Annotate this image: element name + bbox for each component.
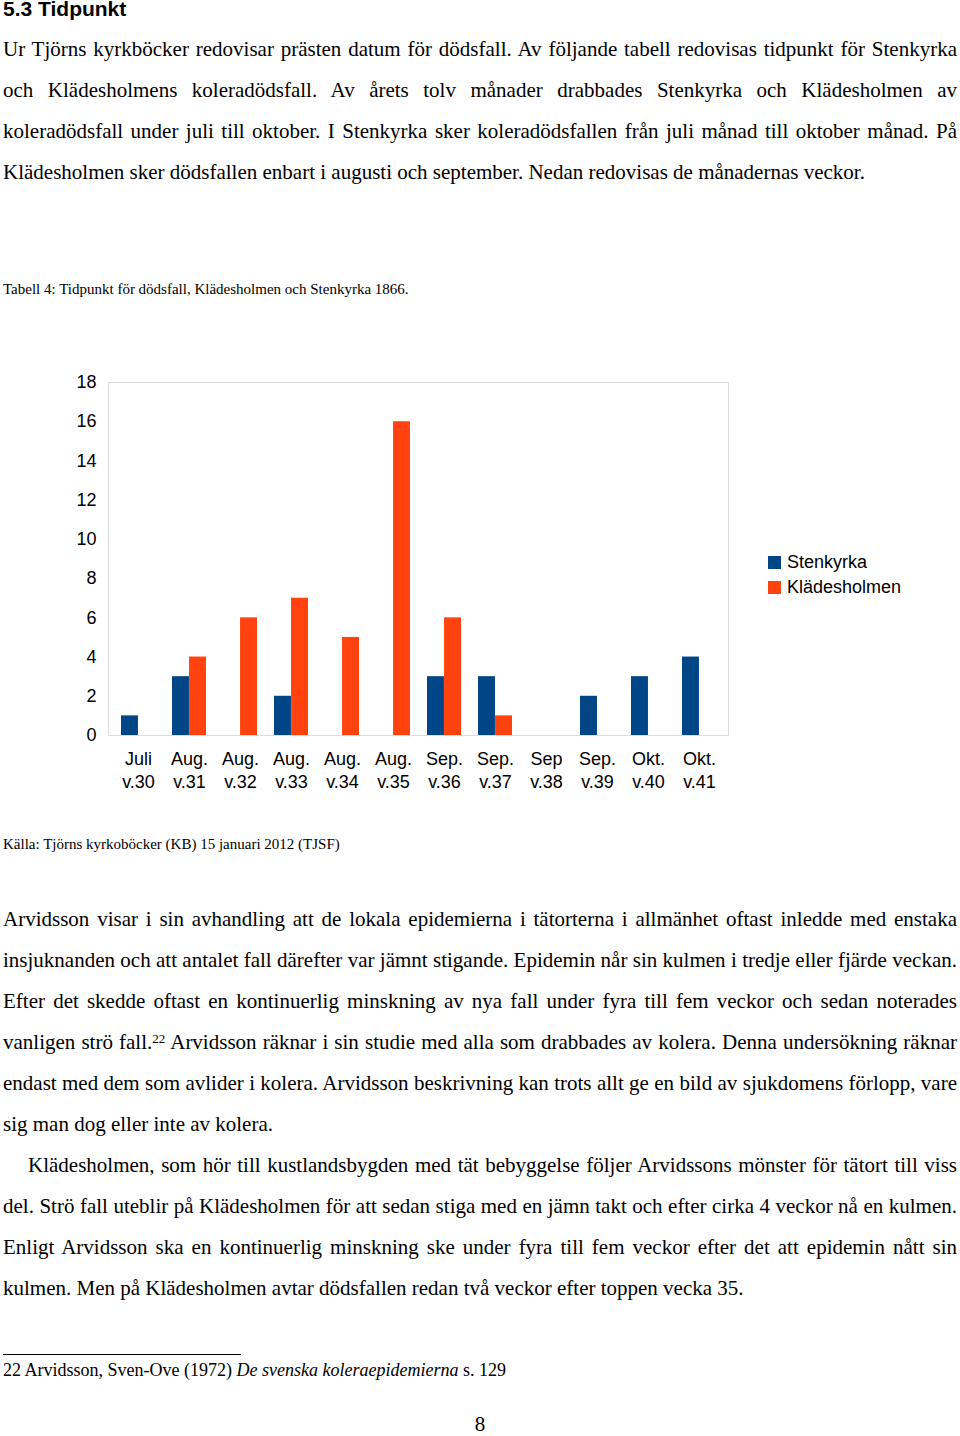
svg-text:Aug.v.31: Aug.v.31 [171, 749, 208, 792]
svg-text:8: 8 [86, 568, 96, 588]
svg-text:Sep.v.36: Sep.v.36 [426, 749, 463, 792]
html-text:Stenkyrka: Stenkyrka [787, 552, 867, 572]
svg-text:Aug.v.35: Aug.v.35 [375, 749, 412, 792]
svg-text:6: 6 [86, 608, 96, 628]
html-text:Klädesholmen: Klädesholmen [787, 577, 902, 597]
html-text:Arvidsson visar i sin avhandli: Arvidsson visar i sin avhandling att de … [3, 907, 957, 1136]
svg-text:Aug.v.34: Aug.v.34 [324, 749, 361, 792]
svg-text:14: 14 [76, 451, 96, 471]
svg-text:4: 4 [86, 647, 96, 667]
html-text:22 Arvidsson, Sven-Ove (1972): 22 Arvidsson, Sven-Ove (1972) De svenska… [3, 1360, 506, 1380]
svg-text:2: 2 [86, 686, 96, 706]
svg-text:0: 0 [86, 725, 96, 745]
svg-text:Sep.v.39: Sep.v.39 [579, 749, 616, 792]
html-text:8: 8 [474, 1412, 486, 1436]
html-text:Källa: Tjörns kyrkoböcker (KB): Källa: Tjörns kyrkoböcker (KB) 15 januar… [3, 836, 340, 852]
svg-text:Sep.v.37: Sep.v.37 [477, 749, 514, 792]
svg-text:Aug.v.33: Aug.v.33 [273, 749, 310, 792]
html-text:Klädesholmen, som hör till kus: Klädesholmen, som hör till kustlandsbygd… [3, 1153, 957, 1300]
svg-text:16: 16 [76, 411, 96, 431]
svg-text:12: 12 [76, 490, 96, 510]
svg-text:Juliv.30: Juliv.30 [122, 749, 155, 792]
svg-text:18: 18 [76, 372, 96, 392]
svg-text:Okt.v.41: Okt.v.41 [683, 749, 716, 792]
svg-text:10: 10 [76, 529, 96, 549]
svg-text:Sepv.38: Sepv.38 [530, 749, 563, 792]
svg-text:Okt.v.40: Okt.v.40 [632, 749, 665, 792]
html-text:Ur Tjörns kyrkböcker redovisar: Ur Tjörns kyrkböcker redovisar prästen d… [3, 37, 957, 184]
html-text:Tabell 4: Tidpunkt för dödsfal: Tabell 4: Tidpunkt för dödsfall, Klädesh… [3, 281, 409, 297]
svg-text:Aug.v.32: Aug.v.32 [222, 749, 259, 792]
